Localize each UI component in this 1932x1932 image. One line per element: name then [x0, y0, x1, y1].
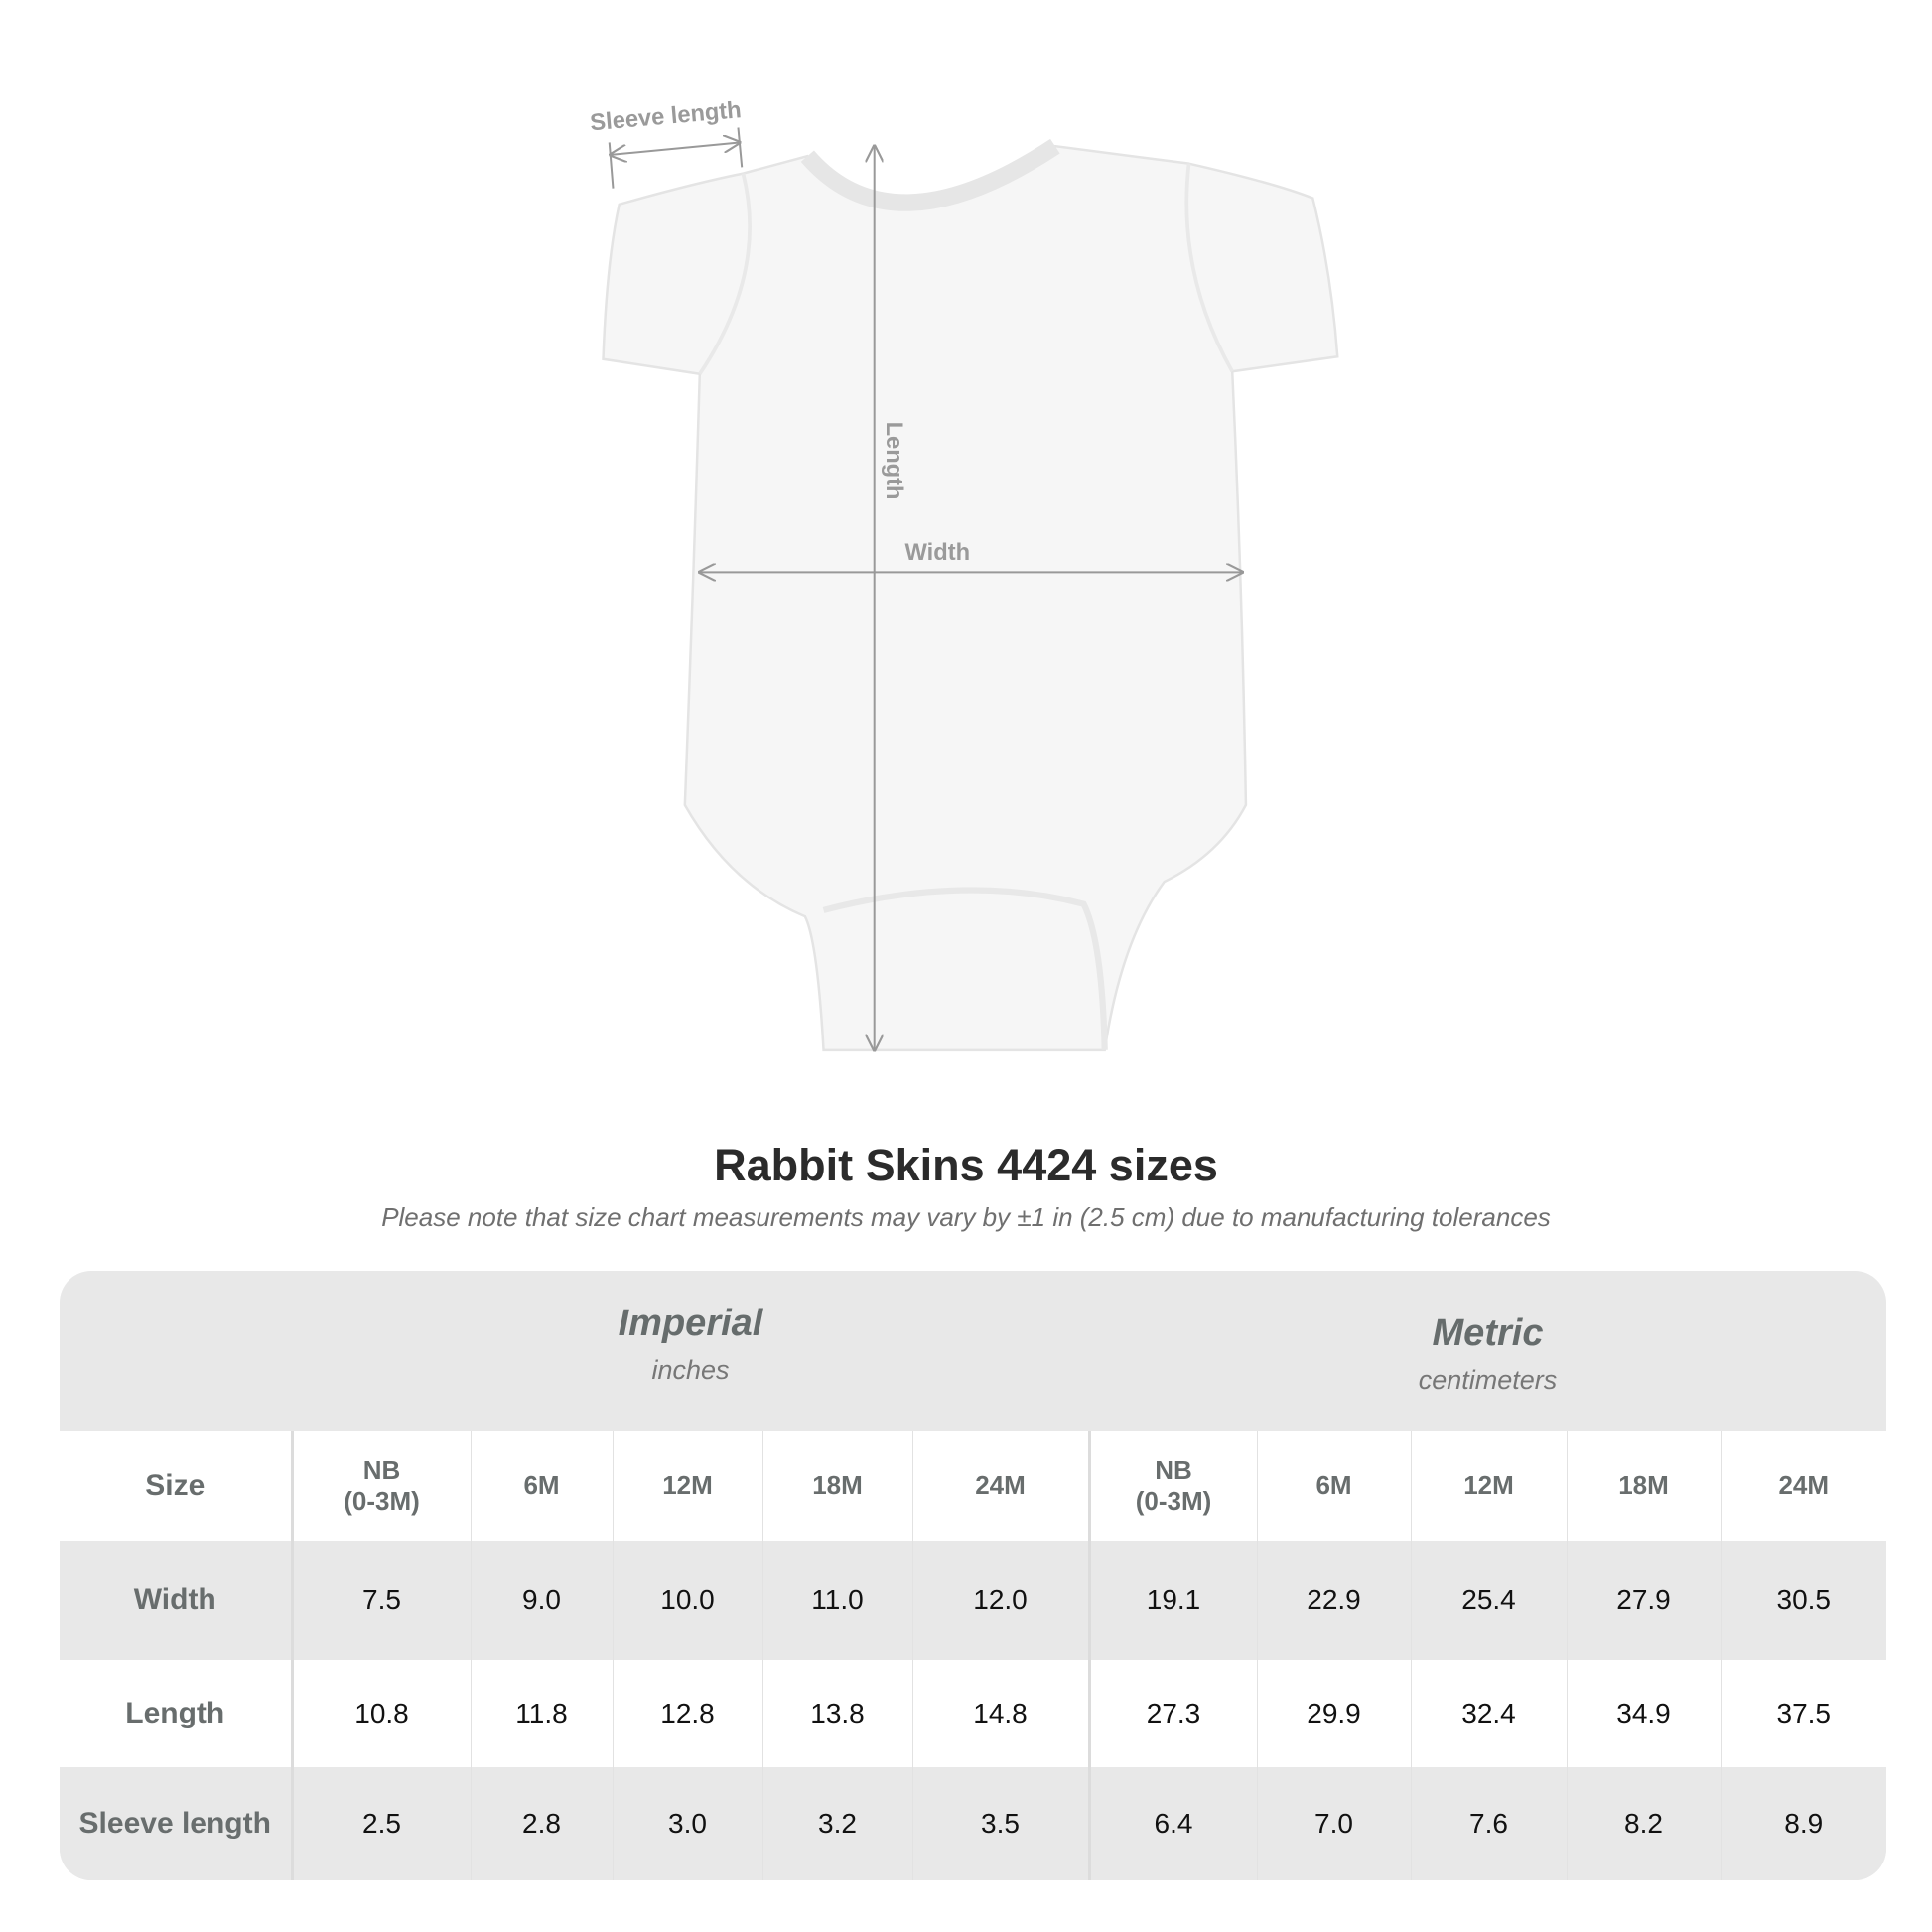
- cell: 11.0: [761, 1541, 912, 1660]
- size-col: NB (0-3M): [1087, 1431, 1257, 1541]
- cell: 8.9: [1720, 1767, 1886, 1880]
- table-row-width: Width 7.5 9.0 10.0 11.0 12.0 19.1 22.9 2…: [60, 1541, 1886, 1660]
- cell: 9.0: [470, 1541, 613, 1660]
- table-row-sleeve-length: Sleeve length 2.5 2.8 3.0 3.2 3.5 6.4 7.…: [60, 1767, 1886, 1880]
- sleeve-length-label: Sleeve length: [589, 97, 742, 136]
- cell: 7.6: [1410, 1767, 1567, 1880]
- cell: 10.0: [612, 1541, 762, 1660]
- cell: 3.2: [761, 1767, 912, 1880]
- imperial-unit: inches: [651, 1355, 730, 1385]
- size-col: 18M: [761, 1431, 912, 1541]
- cell: 27.9: [1566, 1541, 1721, 1660]
- width-label: Width: [905, 540, 971, 566]
- size-table: Imperial inches Metric centimeters Size …: [60, 1271, 1886, 1880]
- page-title: Rabbit Skins 4424 sizes: [714, 1140, 1218, 1190]
- size-header-row: Size NB (0-3M) 6M 12M 18M 24M NB (0-3M) 6M…: [60, 1431, 1886, 1541]
- size-col: 12M: [612, 1431, 762, 1541]
- metric-title: Metric: [1432, 1312, 1544, 1354]
- size-col: 12M: [1410, 1431, 1567, 1541]
- cell: 6.4: [1087, 1767, 1257, 1880]
- cell: 8.2: [1566, 1767, 1721, 1880]
- cell: 7.0: [1256, 1767, 1411, 1880]
- cell: 2.8: [470, 1767, 613, 1880]
- row-label: Sleeve length: [60, 1767, 294, 1880]
- cell: 13.8: [761, 1660, 912, 1767]
- cell: 25.4: [1410, 1541, 1567, 1660]
- cell: 3.5: [911, 1767, 1089, 1880]
- size-col: 24M: [911, 1431, 1089, 1541]
- measurement-lines: [610, 127, 1242, 1049]
- size-col: 24M: [1720, 1431, 1886, 1541]
- cell: 30.5: [1720, 1541, 1886, 1660]
- tolerance-note: Please note that size chart measurements…: [381, 1202, 1551, 1232]
- size-col: 18M: [1566, 1431, 1721, 1541]
- cell: 22.9: [1256, 1541, 1411, 1660]
- cell: 12.0: [911, 1541, 1089, 1660]
- metric-header: Metric centimeters: [1089, 1271, 1886, 1472]
- cell: 32.4: [1410, 1660, 1567, 1767]
- cell: 29.9: [1256, 1660, 1411, 1767]
- size-col: 6M: [470, 1431, 613, 1541]
- cell: 11.8: [470, 1660, 613, 1767]
- cell: 34.9: [1566, 1660, 1721, 1767]
- onesie-garment: [602, 138, 1339, 1052]
- cell: 27.3: [1087, 1660, 1257, 1767]
- table-row-length: Length 10.8 11.8 12.8 13.8 14.8 27.3 29.…: [60, 1660, 1886, 1767]
- row-label: Length: [60, 1660, 294, 1767]
- cell: 37.5: [1720, 1660, 1886, 1767]
- cell: 10.8: [291, 1660, 471, 1767]
- row-label: Width: [60, 1541, 294, 1660]
- sleeve-length-arrow: [611, 142, 740, 154]
- imperial-header: Imperial inches: [292, 1271, 1089, 1462]
- size-grid: Size NB (0-3M) 6M 12M 18M 24M NB (0-3M) 6M…: [60, 1431, 1886, 1880]
- metric-unit: centimeters: [1418, 1365, 1558, 1395]
- size-label: Size: [60, 1431, 294, 1541]
- length-label: Length: [881, 422, 906, 500]
- cell: 12.8: [612, 1660, 762, 1767]
- cell: 19.1: [1087, 1541, 1257, 1660]
- size-col: 6M: [1256, 1431, 1411, 1541]
- size-col: NB (0-3M): [291, 1431, 471, 1541]
- imperial-title: Imperial: [618, 1303, 763, 1344]
- cell: 3.0: [612, 1767, 762, 1880]
- cell: 2.5: [291, 1767, 471, 1880]
- cell: 7.5: [291, 1541, 471, 1660]
- cell: 14.8: [911, 1660, 1089, 1767]
